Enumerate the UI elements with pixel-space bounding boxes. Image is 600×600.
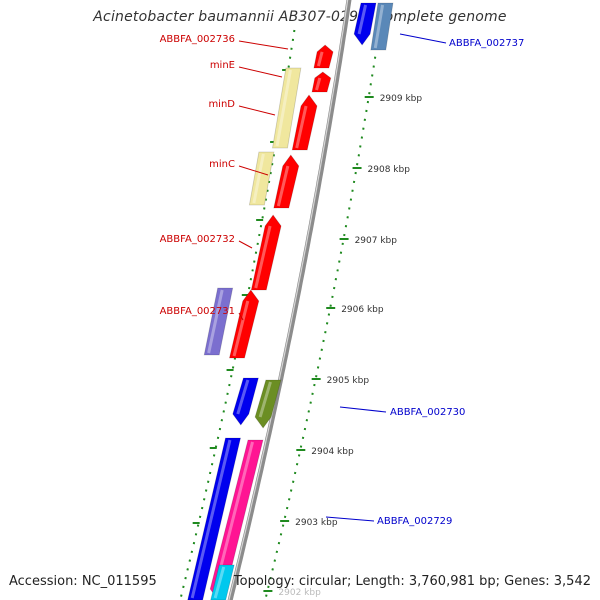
accession-label: Accession: NC_011595 <box>9 574 157 589</box>
kbp-tick-label: 2907 kbp <box>355 236 398 246</box>
gene-arrow <box>311 71 332 93</box>
gene-label-right: ABBFA_002729 <box>377 516 452 527</box>
gene-highlight <box>295 105 308 149</box>
gene-arrow <box>187 437 242 600</box>
gene-arrow <box>353 2 377 46</box>
kbp-tick-label: 2908 kbp <box>368 165 411 175</box>
kbp-tick-label: 2910 kbp <box>396 0 439 1</box>
kbp-tick-label: 2906 kbp <box>341 305 384 315</box>
gene-arrow <box>272 67 302 149</box>
gene-arrow <box>313 44 334 69</box>
gene-label-leader <box>238 66 283 78</box>
gene-arrow <box>232 377 259 426</box>
genome-backbone-highlight <box>228 0 349 600</box>
gene-label-left: minD <box>208 99 235 110</box>
gene-arrow <box>250 214 282 291</box>
map-title: Acinetobacter baumannii AB307-0294, comp… <box>93 9 507 25</box>
gene-label-right: ABBFA_002730 <box>390 407 465 418</box>
gene-highlight <box>213 566 226 599</box>
gene-label-left: ABBFA_002732 <box>160 234 235 245</box>
gene-highlight <box>258 381 272 418</box>
gene-label-leader <box>238 312 244 321</box>
gene-arrow <box>228 289 260 359</box>
gene-label-leader <box>238 165 269 176</box>
gene-highlight <box>236 379 250 415</box>
gene-highlight <box>276 165 290 207</box>
gene-highlight <box>232 300 250 357</box>
gene-highlight <box>357 4 368 35</box>
gene-arrow <box>273 154 300 209</box>
kbp-tick-label: 2904 kbp <box>311 447 354 457</box>
gene-highlight <box>373 4 385 49</box>
gene-arrow <box>370 2 394 51</box>
gene-label-leader <box>238 240 253 249</box>
gene-label-leader <box>325 516 375 522</box>
gene-highlight <box>275 69 292 147</box>
kbp-tick-label: 2903 kbp <box>295 518 338 528</box>
gene-label-leader <box>399 33 447 44</box>
gene-highlight <box>190 439 232 599</box>
gene-label-left: ABBFA_002731 <box>160 306 235 317</box>
topology-label: Topology: circular; Length: 3,760,981 bp… <box>233 574 591 589</box>
outer-tick-ring <box>264 29 381 600</box>
gene-highlight <box>252 153 265 204</box>
kbp-tick-label: 2905 kbp <box>327 376 370 386</box>
gene-arrow <box>254 379 282 429</box>
kbp-tick-label: 2909 kbp <box>380 94 423 104</box>
gene-label-left: minC <box>209 159 235 170</box>
gene-label-right: ABBFA_002737 <box>449 38 524 49</box>
gene-highlight <box>207 289 224 354</box>
gene-label-left: minE <box>210 60 235 71</box>
gene-highlight <box>315 77 322 91</box>
gene-label-leader <box>339 406 387 413</box>
genome-backbone <box>227 0 352 600</box>
gene-highlight <box>213 441 254 590</box>
gene-label-leader <box>238 40 289 50</box>
gene-label-leader <box>238 105 276 116</box>
kbp-tick-label: 2902 kbp <box>278 588 321 598</box>
gene-highlight <box>254 225 272 289</box>
gene-highlight <box>316 51 324 67</box>
gene-arrow <box>248 151 275 206</box>
gene-arrow <box>203 287 234 356</box>
gene-arrow <box>210 564 235 600</box>
gene-label-left: ABBFA_002736 <box>160 34 235 45</box>
gene-arrow <box>291 94 318 151</box>
